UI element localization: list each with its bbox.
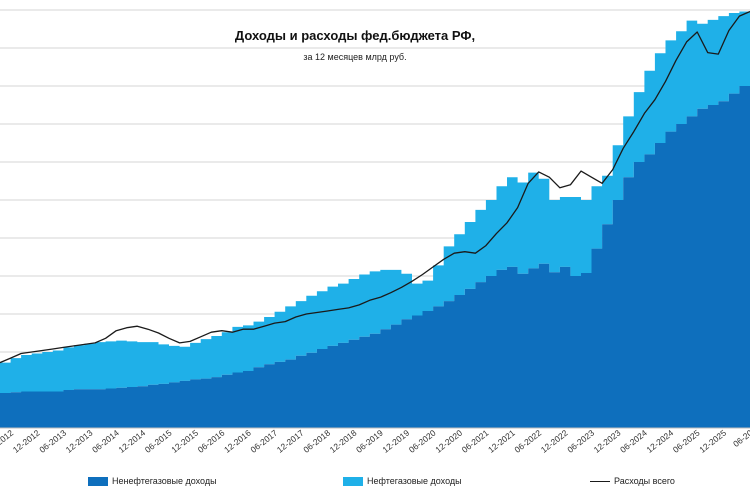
x-tick-label: 06-2015 — [143, 428, 174, 455]
area-oil-revenue — [0, 5, 750, 394]
x-tick-label: 06-2020 — [407, 428, 438, 455]
x-tick-label: 06-2025 — [671, 428, 702, 455]
x-tick-label: 12-2019 — [380, 428, 411, 455]
x-tick-label: 06-2017 — [248, 428, 279, 455]
legend-item-non-oil: Ненефтегазовые доходы — [88, 474, 217, 488]
x-tick-label: 12-2023 — [592, 428, 623, 455]
x-tick-label: 06-2018 — [301, 428, 332, 455]
x-tick-label: 06-2019 — [354, 428, 385, 455]
x-tick-label: 06-2024 — [618, 428, 649, 455]
area-non-oil-revenue — [0, 70, 750, 429]
x-tick-label: 12-2024 — [644, 428, 675, 455]
chart-title: Доходы и расходы фед.бюджета РФ, — [234, 28, 476, 43]
legend-label-oil: Нефтегазовые доходы — [367, 476, 462, 486]
legend-label-expenses: Расходы всего — [614, 476, 675, 486]
x-tick-label: 12-2020 — [433, 428, 464, 455]
x-tick-label: 06-2023 — [565, 428, 596, 455]
legend-swatch-non-oil — [88, 476, 108, 486]
x-tick-label: 12-2016 — [222, 428, 253, 455]
x-tick-label: 12-2012 — [11, 428, 42, 455]
x-tick-label: 06-2021 — [460, 428, 491, 455]
legend-item-expenses: Расходы всего — [590, 474, 675, 488]
x-axis: 06-201212-201206-201312-201306-201412-20… — [0, 427, 750, 455]
line-expenses — [0, 10, 750, 364]
x-tick-label: 12-2021 — [486, 428, 517, 455]
x-tick-label: 12-2025 — [697, 428, 728, 455]
x-tick-label: 12-2018 — [328, 428, 359, 455]
x-tick-label: 06-2014 — [90, 428, 121, 455]
x-tick-label: 06-20 — [731, 428, 750, 449]
x-tick-label: 06-2022 — [512, 428, 543, 455]
x-tick-label: 06-2013 — [37, 428, 68, 455]
line-series — [0, 10, 750, 364]
x-tick-label: 12-2013 — [64, 428, 95, 455]
legend-swatch-expenses — [590, 480, 610, 482]
area-series — [0, 5, 750, 429]
chart-subtitle: за 12 месяцев млрд руб. — [303, 52, 407, 62]
legend-label-non-oil: Ненефтегазовые доходы — [112, 476, 217, 486]
x-tick-label: 12-2017 — [275, 428, 306, 455]
legend-item-oil: Нефтегазовые доходы — [343, 474, 462, 488]
x-tick-label: 06-2016 — [196, 428, 227, 455]
x-tick-label: 12-2015 — [169, 428, 200, 455]
x-tick-label: 12-2014 — [116, 428, 147, 455]
legend-swatch-oil — [343, 476, 363, 486]
x-tick-label: 12-2022 — [539, 428, 570, 455]
